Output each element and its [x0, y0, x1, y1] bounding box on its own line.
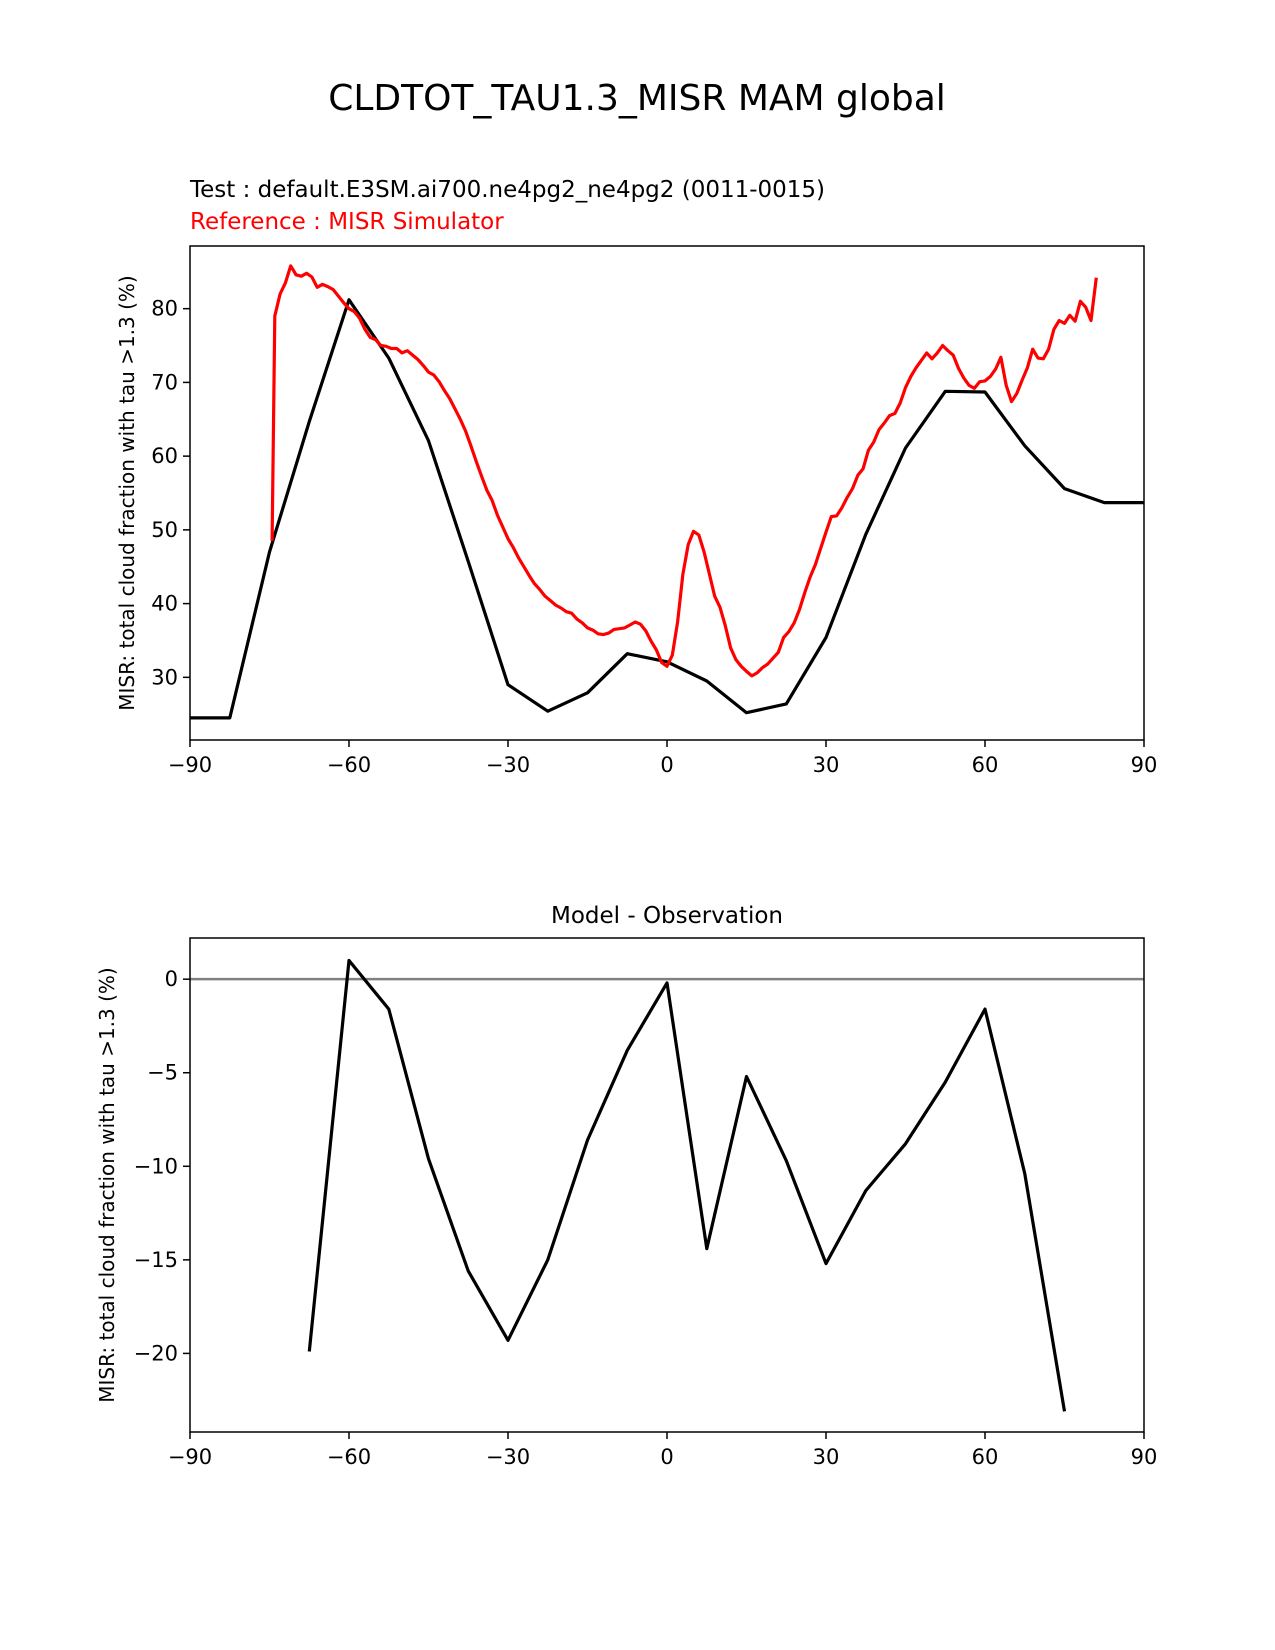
- y-tick-label: −10: [134, 1154, 178, 1178]
- reference-series-line: [270, 264, 1098, 678]
- y-tick-label: 70: [151, 370, 178, 394]
- y-tick-label: 40: [151, 592, 178, 616]
- y-tick-label: −15: [134, 1248, 178, 1272]
- x-tick-label: −60: [327, 753, 371, 777]
- x-tick-label: −30: [486, 753, 530, 777]
- x-tick-label: 0: [660, 1445, 673, 1469]
- reference-label: Reference : MISR Simulator: [190, 209, 504, 235]
- test-series-line: [190, 298, 1144, 720]
- bottom-panel: Model - Observation −90 −60 −30 0 30 60 900−5−…: [95, 903, 1157, 1469]
- difference-series-line: [307, 958, 1067, 1412]
- bottom-axes-ticks: −90 −60 −30 0 30 60 90 0 −5 −10 −15 −20: [134, 967, 1158, 1469]
- x-tick-label: −60: [327, 1445, 371, 1469]
- test-label: Test : default.E3SM.ai700.ne4pg2_ne4pg2 …: [189, 177, 825, 203]
- top-y-axis-label: MISR: total cloud fraction with tau >1.3…: [115, 275, 139, 710]
- bottom-panel-title: Model - Observation: [551, 903, 783, 929]
- top-plot-area: [190, 264, 1144, 720]
- top-axes-frame: [189, 245, 1145, 741]
- bottom-axes-frame: [189, 937, 1145, 1433]
- y-tick-label: 0: [165, 967, 178, 991]
- x-tick-label: 0: [660, 753, 673, 777]
- top-axes-ticks: −90 −60 −30 0 30 60 90 30 40 50 60 70 80: [151, 297, 1157, 777]
- figure-title: CLDTOT_TAU1.3_MISR MAM global: [328, 78, 946, 119]
- x-tick-label: 60: [972, 1445, 999, 1469]
- x-tick-label: 60: [972, 753, 999, 777]
- y-tick-label: 50: [151, 518, 178, 542]
- x-tick-label: 30: [813, 1445, 840, 1469]
- y-tick-label: 60: [151, 444, 178, 468]
- y-tick-label: 30: [151, 665, 178, 689]
- x-tick-label: 90: [1131, 1445, 1158, 1469]
- bottom-plot-area: [190, 958, 1144, 1412]
- bottom-y-axis-label: MISR: total cloud fraction with tau >1.3…: [95, 967, 119, 1402]
- x-tick-label: −30: [486, 1445, 530, 1469]
- y-tick-label: −5: [147, 1061, 178, 1085]
- y-tick-label: 80: [151, 297, 178, 321]
- x-tick-label: −90: [168, 753, 212, 777]
- y-tick-label: −20: [134, 1341, 178, 1365]
- top-panel: Test : default.E3SM.ai700.ne4pg2_ne4pg2 …: [115, 177, 1157, 777]
- x-tick-label: −90: [168, 1445, 212, 1469]
- x-tick-label: 30: [813, 753, 840, 777]
- x-tick-label: 90: [1131, 753, 1158, 777]
